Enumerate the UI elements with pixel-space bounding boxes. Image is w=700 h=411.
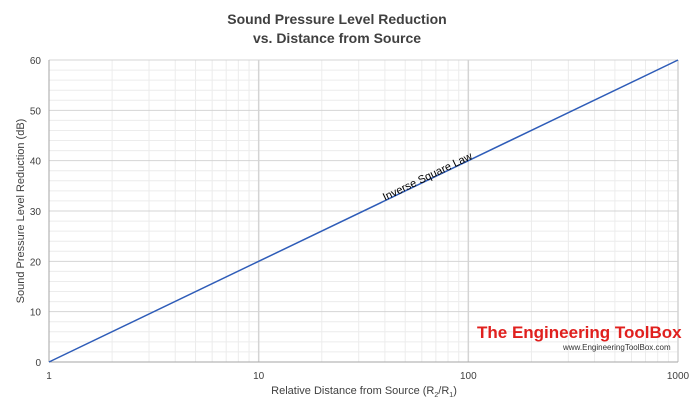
tick-labels: 0 10 20 30 40 50 60 1 10 100 1000: [30, 56, 690, 382]
x-axis-label-text: Relative Distance from Source (R: [271, 385, 434, 397]
y-tick-label: 30: [30, 207, 42, 218]
x-axis-label: Relative Distance from Source (R2/R1): [271, 385, 457, 399]
watermark-brand: The Engineering ToolBox: [477, 323, 682, 342]
y-tick-label: 10: [30, 308, 42, 319]
y-tick-label: 20: [30, 257, 42, 268]
series-line: [48, 59, 679, 363]
chart-title-line2: vs. Distance from Source: [253, 30, 421, 46]
x-tick-label: 1000: [667, 371, 690, 382]
x-tick-label: 10: [253, 371, 265, 382]
x-axis-label-sub2: 2: [434, 392, 438, 399]
y-tick-label: 40: [30, 157, 42, 168]
x-axis-label-end: ): [453, 385, 457, 397]
y-axis-label: Sound Pressure Level Reduction (dB): [15, 119, 27, 304]
x-tick-label: 100: [460, 371, 477, 382]
y-tick-label: 50: [30, 106, 42, 117]
axes: [48, 60, 678, 363]
x-axis-label-sub1: 1: [449, 392, 453, 399]
x-tick-label: 1: [46, 371, 52, 382]
x-axis-label-mid: /R: [438, 385, 449, 397]
y-tick-label: 0: [35, 358, 41, 369]
inverse-square-law-annotation: Inverse Square Law: [381, 150, 474, 203]
chart-title-line1: Sound Pressure Level Reduction: [227, 11, 446, 27]
series-layer: [48, 59, 679, 363]
y-tick-label: 60: [30, 56, 42, 67]
watermark-url: www.EngineeringToolBox.com: [562, 343, 671, 352]
